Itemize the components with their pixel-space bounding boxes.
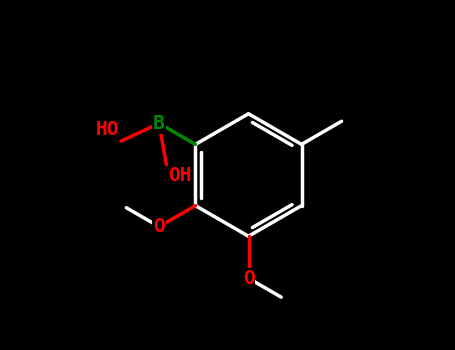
Text: B: B <box>153 114 165 133</box>
Text: HO: HO <box>96 120 119 139</box>
Text: O: O <box>243 269 254 288</box>
Text: O: O <box>153 217 165 236</box>
Text: OH: OH <box>168 167 192 186</box>
